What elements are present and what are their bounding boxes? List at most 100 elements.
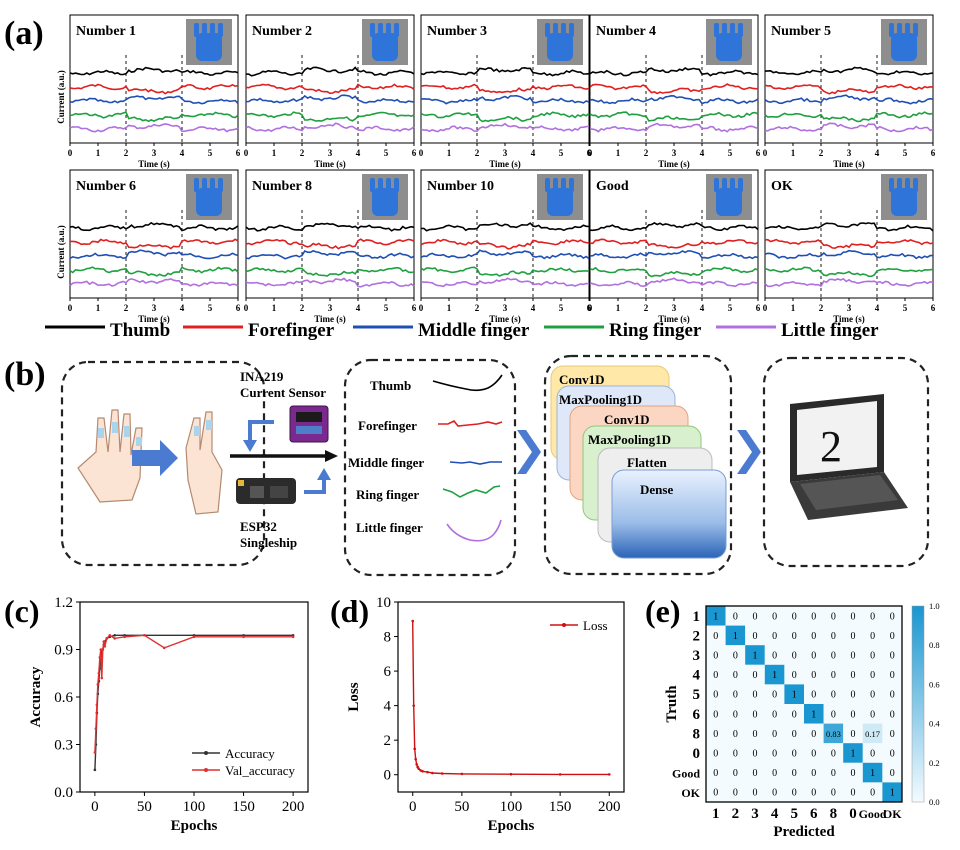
x-tick-label: 4 (531, 303, 536, 313)
finger-trace (245, 266, 415, 277)
finger-trace (764, 94, 934, 105)
x-tick-label: 0 (588, 303, 593, 313)
panel-label-e: (e) (645, 593, 681, 629)
legend-a: Thumb Forefinger Middle finger Ring fing… (45, 320, 879, 341)
x-tick-label: 1 (616, 303, 621, 313)
cell-value: 0 (753, 611, 758, 622)
data-point (105, 637, 109, 640)
x-tick-label: 3 (328, 148, 333, 158)
row-label: 0 (693, 746, 701, 762)
layer-dense: Dense (640, 482, 673, 497)
glove-palm (547, 33, 573, 61)
x-tick-label: 1 (96, 148, 101, 158)
x-tick-label: 4 (700, 303, 705, 313)
cell-value: 0 (713, 709, 718, 720)
cell-value: 0 (831, 749, 836, 760)
col-label: 5 (790, 806, 798, 822)
glove-finger (714, 178, 719, 192)
matrix-cell (745, 762, 765, 783)
finger-trace (589, 67, 759, 77)
colorbar-tick: 1.0 (929, 601, 940, 611)
cell-value: 0 (753, 768, 758, 779)
x-tick-label: 1 (272, 303, 277, 313)
panel-label-d: (d) (330, 593, 369, 629)
x-tick-label: 0 (68, 303, 73, 313)
cell-value: 0 (870, 631, 875, 642)
glove-finger (738, 178, 743, 192)
cell-value: 0 (811, 729, 816, 740)
glove-palm (196, 188, 222, 216)
matrix-cell (862, 645, 883, 665)
cell-value: 0 (811, 768, 816, 779)
x-axis-label: Time (s) (489, 159, 521, 169)
x-tick-label: 2 (124, 148, 129, 158)
glove-finger (394, 178, 399, 192)
cell-value: 0 (831, 709, 836, 720)
cell-value: 0 (772, 690, 777, 701)
data-point (99, 648, 103, 651)
finger-trace (589, 83, 758, 95)
matrix-cell (862, 704, 883, 724)
cell-value: 0 (772, 611, 777, 622)
glove-finger (553, 178, 558, 192)
matrix-cell (823, 664, 844, 685)
x-tick-label: 200 (282, 799, 305, 815)
matrix-cell (764, 625, 785, 646)
x-tick-label: 0 (419, 148, 424, 158)
y-tick-label: 6 (384, 664, 392, 680)
cell-value: 0 (772, 788, 777, 799)
data-point (93, 751, 97, 754)
x-tick-label: 1 (447, 148, 452, 158)
cell-value: 0 (870, 749, 875, 760)
row-label: 8 (693, 726, 701, 742)
finger-trace (764, 222, 934, 232)
finger-trace (420, 277, 590, 288)
finger-trace (69, 95, 239, 105)
matrix-cell (764, 723, 785, 744)
finger-trace (764, 277, 934, 288)
col-label: 8 (830, 806, 838, 822)
x-tick-label: 2 (300, 148, 305, 158)
cell-value: 0 (851, 631, 856, 642)
glove-finger (378, 178, 383, 192)
finger-trace (69, 266, 239, 277)
hands-box (60, 360, 266, 567)
y-axis-label: Current (a.u.) (56, 225, 66, 279)
cnn-box (543, 354, 733, 576)
y-axis-title: Accuracy (28, 666, 44, 727)
finger-trace (589, 122, 759, 133)
glove-finger (370, 23, 375, 37)
finger-trace (420, 222, 590, 232)
glove-finger (897, 178, 902, 192)
matrix-cell (784, 645, 804, 665)
x-axis-title: Epochs (488, 818, 535, 834)
finger-trace (589, 111, 759, 122)
finger-trace (420, 66, 590, 77)
cell-value: 0 (713, 670, 718, 681)
matrix-cell (804, 684, 824, 704)
x-tick-label: 6 (931, 148, 936, 158)
glove-finger (210, 178, 215, 192)
layer-flatten: Flatten (627, 455, 667, 470)
y-tick-label: 0.0 (54, 785, 73, 801)
cell-value: 0 (831, 788, 836, 799)
x-axis-label: Time (s) (489, 314, 521, 324)
matrix-cell (784, 704, 804, 724)
col-label: 2 (732, 806, 740, 822)
matrix-cell (706, 782, 726, 802)
x-tick-label: 2 (300, 303, 305, 313)
glove-palm (891, 33, 917, 61)
loss-chart: 0 50 100 150 200 0 2 4 6 8 10 Epochs Loss Loss (346, 595, 625, 834)
matrix-cell (862, 606, 883, 626)
glove-finger (394, 23, 399, 37)
gesture-plot: Number 5 0 1 2 3 4 5 6 Time (s) (763, 14, 936, 169)
glove-finger (722, 178, 727, 192)
matrix-cell (725, 645, 746, 665)
row-label: 6 (693, 707, 701, 723)
glove-finger (210, 23, 215, 37)
glove-photo (186, 19, 232, 65)
matrix-cell (823, 762, 844, 783)
finger-trace (245, 238, 415, 250)
data-point (96, 683, 100, 686)
